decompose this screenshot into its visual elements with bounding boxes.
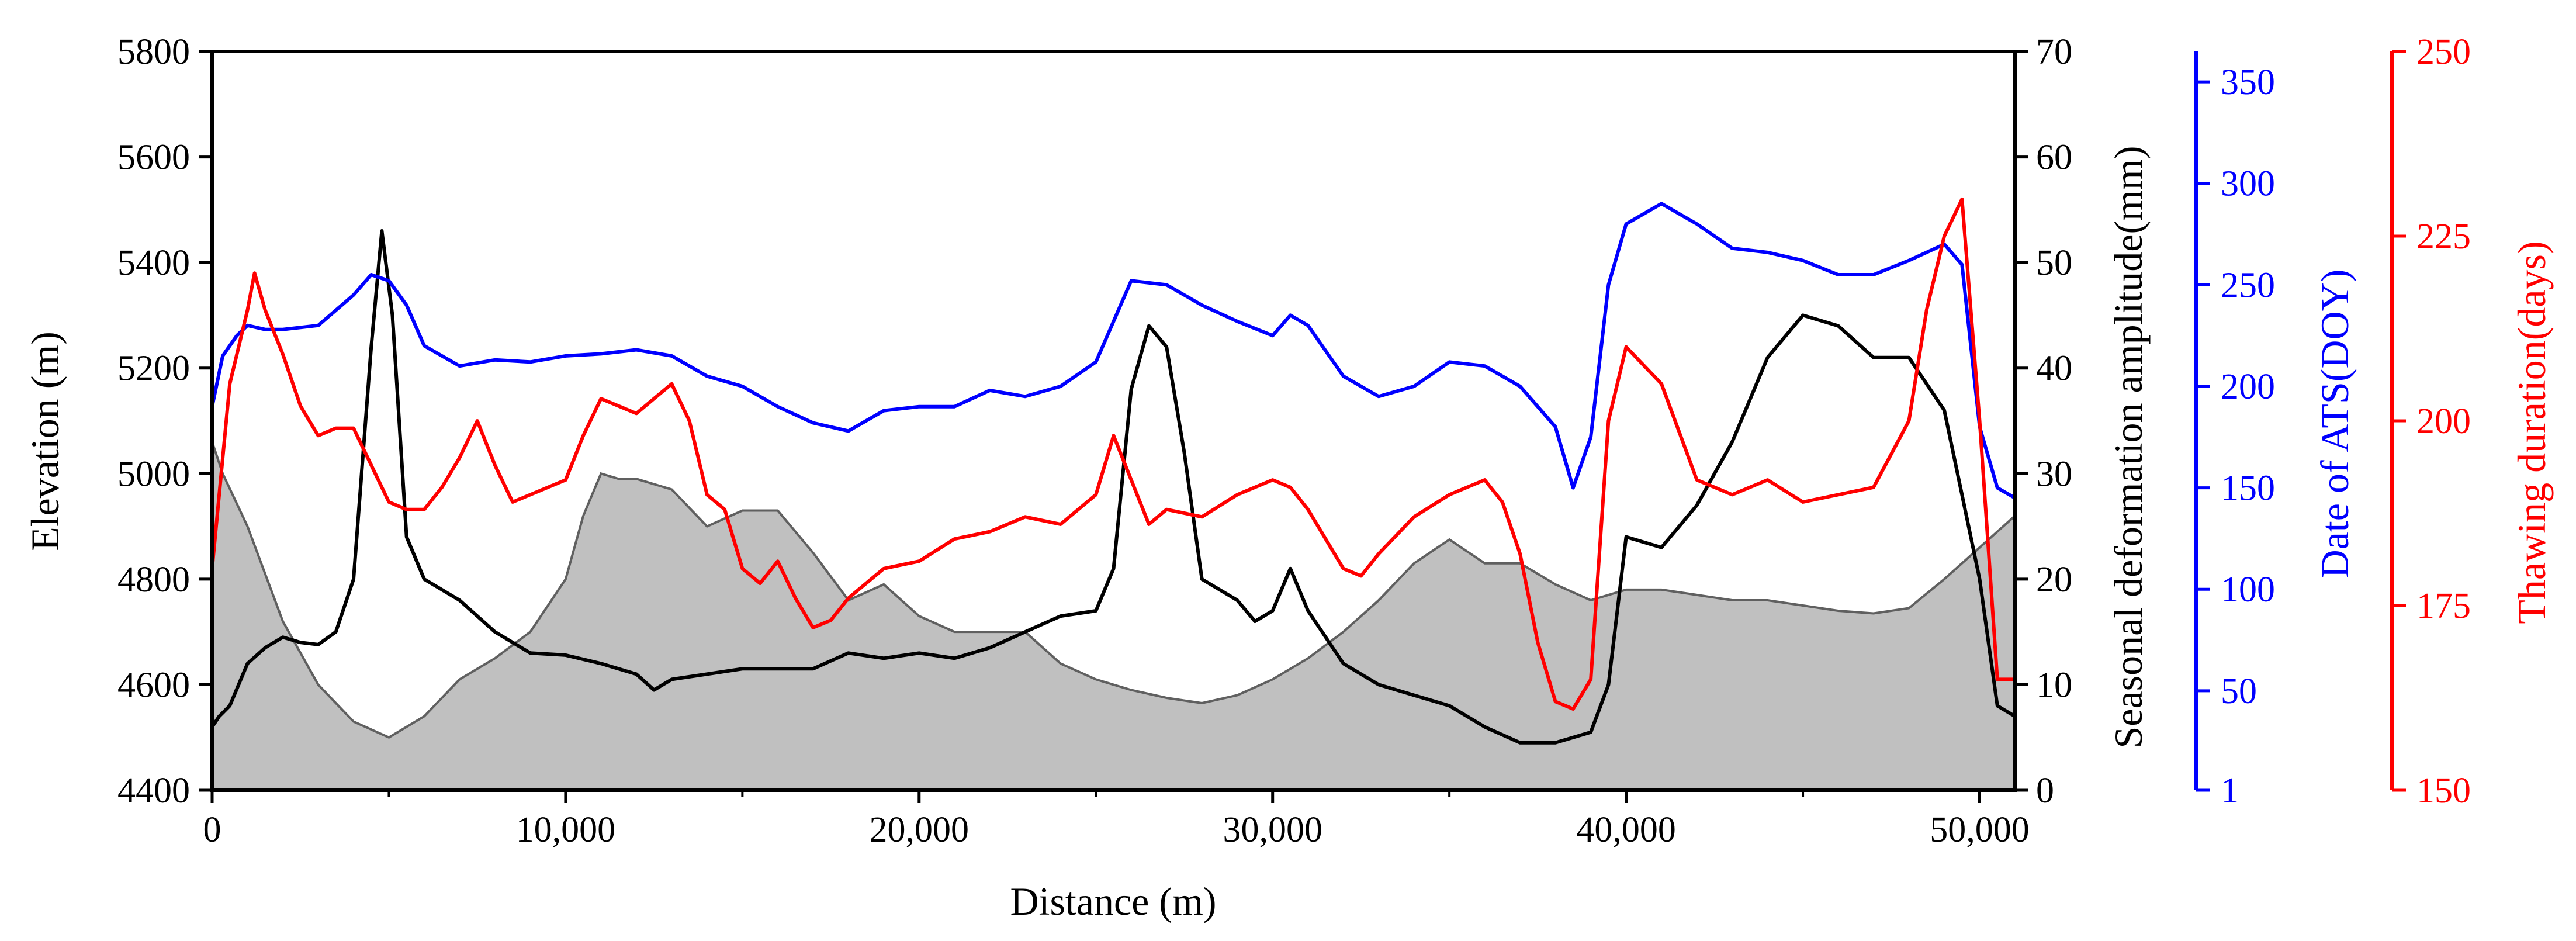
- elevation-tick-label: 4400: [117, 771, 190, 811]
- x-tick-label: 30,000: [1223, 810, 1322, 850]
- elevation-tick-label: 5400: [117, 243, 190, 283]
- date-of-ats-line: [212, 202, 2015, 500]
- thawing-tick-label: 150: [2416, 771, 2471, 811]
- thawing-tick-label: 175: [2416, 586, 2471, 626]
- series-layer: [212, 197, 2015, 790]
- deformation-tick-label: 20: [2036, 560, 2072, 600]
- deformation-tick-label: 70: [2036, 32, 2072, 72]
- ats-axis-label: Date of ATS(DOY): [2312, 269, 2357, 579]
- x-tick-label: 20,000: [870, 810, 970, 850]
- thawing-tick-label: 225: [2416, 217, 2471, 257]
- ats-tick-label: 100: [2221, 570, 2275, 610]
- deformation-tick-label: 10: [2036, 665, 2072, 705]
- deformation-tick-label: 30: [2036, 454, 2072, 494]
- elevation-area: [212, 442, 2015, 790]
- elevation-tick-label: 5800: [117, 32, 190, 72]
- plot-frame: [210, 50, 2017, 792]
- ats-tick-label: 150: [2221, 469, 2275, 508]
- ats-tick-label: 250: [2221, 265, 2275, 305]
- elevation-edge: [212, 441, 2015, 739]
- ats-tick-label: 1: [2221, 771, 2239, 811]
- thawing-tick-label: 250: [2416, 32, 2471, 72]
- x-tick-label: 50,000: [1930, 810, 2030, 850]
- x-tick-label: 0: [203, 810, 221, 850]
- elevation-tick-label: 4600: [117, 665, 190, 705]
- elevation-tick-label: 5000: [117, 454, 190, 494]
- elevation-axis-label: Elevation (m): [23, 331, 67, 551]
- thawing-duration-line: [212, 197, 2015, 711]
- thawing-tick-label: 200: [2416, 402, 2471, 441]
- deformation-axis-label: Seasonal deformation amplitude(mm): [2106, 146, 2151, 748]
- axes-layer: 0 10,000 20,000 30,000 40,000 50,000 4400 4600 4…: [117, 32, 2471, 850]
- x-tick-label: 40,000: [1576, 810, 1676, 850]
- deformation-tick-label: 40: [2036, 349, 2072, 389]
- x-axis-label: Distance (m): [1010, 879, 1216, 923]
- deformation-tick-label: 60: [2036, 138, 2072, 178]
- deformation-tick-label: 50: [2036, 243, 2072, 283]
- x-tick-label: 10,000: [516, 810, 616, 850]
- seasonal-deformation-amplitude-line: [212, 229, 2015, 745]
- elevation-tick-label: 4800: [117, 560, 190, 600]
- elevation-tick-label: 5600: [117, 138, 190, 178]
- ats-tick-label: 200: [2221, 367, 2275, 407]
- thawing-axis-label: Thawing duration(days): [2509, 241, 2554, 624]
- ats-tick-label: 350: [2221, 63, 2275, 102]
- elevation-tick-label: 5200: [117, 349, 190, 389]
- deformation-tick-label: 0: [2036, 771, 2054, 811]
- ats-tick-label: 50: [2221, 672, 2257, 711]
- ats-tick-label: 300: [2221, 164, 2275, 204]
